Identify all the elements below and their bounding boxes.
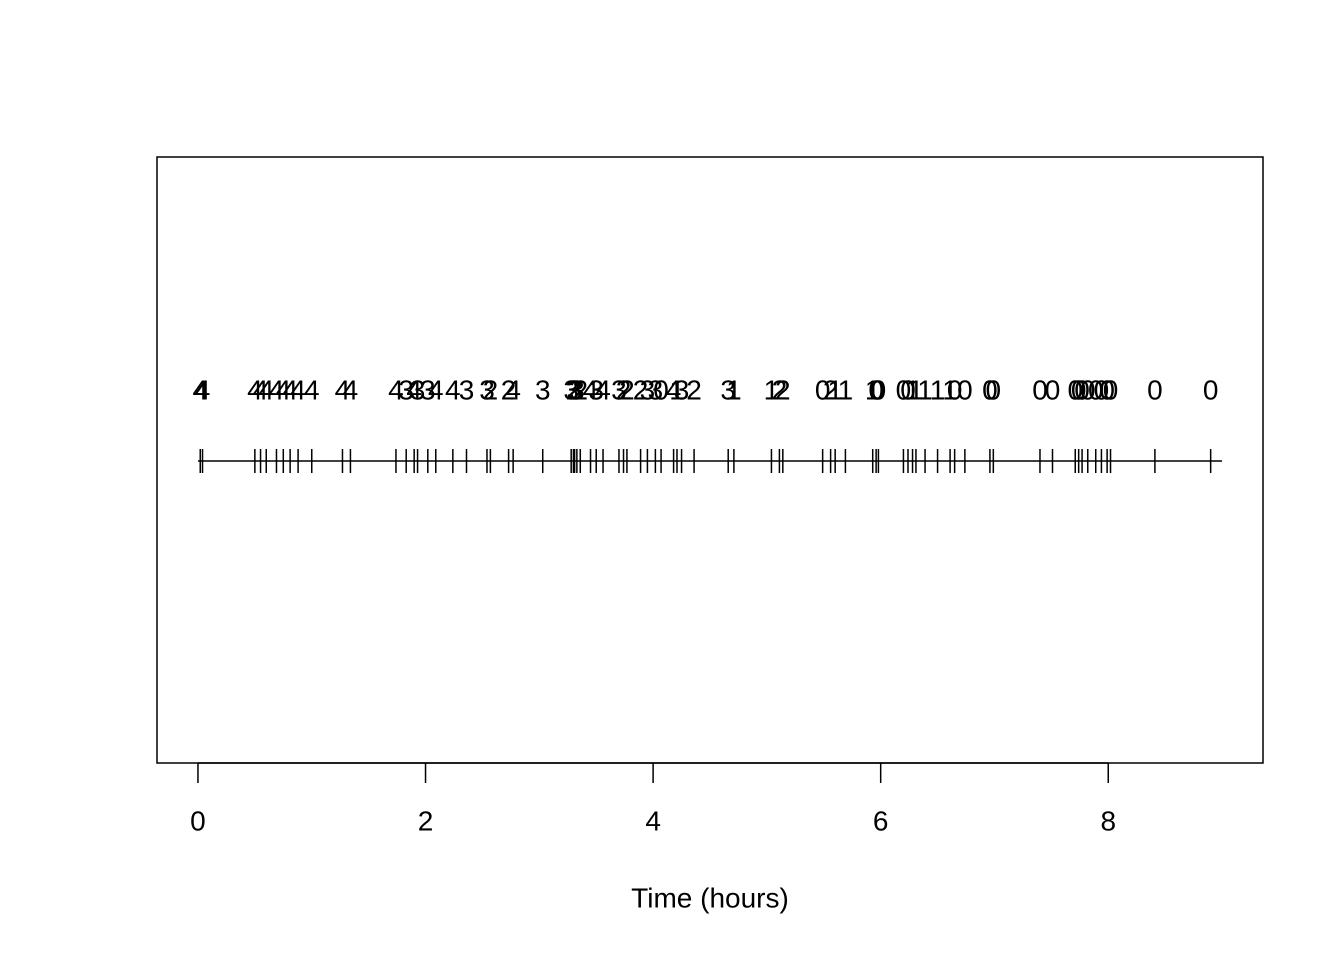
state-label: 4 xyxy=(192,374,208,405)
state-label: 3 xyxy=(674,374,690,405)
state-label: 4 xyxy=(505,374,521,405)
state-label: 2 xyxy=(572,374,588,405)
state-label: 0 xyxy=(1094,374,1110,405)
state-label: 0 xyxy=(1045,374,1061,405)
state-label: 0 xyxy=(1032,374,1048,405)
plot-frame xyxy=(156,156,1264,764)
state-label: 0 xyxy=(653,374,669,405)
state-label: 2 xyxy=(566,374,582,405)
state-label: 2 xyxy=(619,374,635,405)
state-label: 0 xyxy=(1147,374,1163,405)
state-label: 3 xyxy=(563,374,579,405)
x-axis-label: Time (hours) xyxy=(631,882,789,913)
state-label: 4 xyxy=(343,374,359,405)
state-label: 4 xyxy=(195,374,211,405)
state-label: 3 xyxy=(588,374,604,405)
state-label: 2 xyxy=(616,374,632,405)
state-label: 2 xyxy=(772,374,788,405)
state-label: 4 xyxy=(595,374,611,405)
state-label: 1 xyxy=(669,374,685,405)
state-label: 4 xyxy=(583,374,599,405)
state-label: 0 xyxy=(986,374,1002,405)
state-label: 4 xyxy=(290,374,306,405)
state-label: 4 xyxy=(388,374,404,405)
state-label: 1 xyxy=(942,374,958,405)
state-label: 4 xyxy=(247,374,263,405)
x-tick-label: 2 xyxy=(418,805,434,836)
state-label: 1 xyxy=(838,374,854,405)
state-label: 0 xyxy=(1067,374,1083,405)
state-label: 0 xyxy=(900,374,916,405)
state-label: 0 xyxy=(1071,374,1087,405)
state-label: 2 xyxy=(483,374,499,405)
state-label: 4 xyxy=(428,374,444,405)
state-label: 0 xyxy=(982,374,998,405)
state-label: 1 xyxy=(917,374,933,405)
state-label: 3 xyxy=(567,374,583,405)
state-label: 3 xyxy=(611,374,627,405)
state-label: 0 xyxy=(896,374,912,405)
state-label: 3 xyxy=(479,374,495,405)
state-label: 0 xyxy=(947,374,963,405)
state-label: 3 xyxy=(720,374,736,405)
state-label: 0 xyxy=(868,374,884,405)
state-label: 3 xyxy=(648,374,664,405)
state-label: 3 xyxy=(569,374,585,405)
x-tick-label: 6 xyxy=(873,805,889,836)
x-tick-label: 8 xyxy=(1100,805,1116,836)
state-label: 3 xyxy=(459,374,475,405)
state-label: 4 xyxy=(282,374,298,405)
state-label: 0 xyxy=(1103,374,1119,405)
state-label: 1 xyxy=(930,374,946,405)
state-label: 4 xyxy=(445,374,461,405)
state-label: 4 xyxy=(304,374,320,405)
state-label: 4 xyxy=(276,374,292,405)
state-label: 1 xyxy=(726,374,742,405)
state-label: 2 xyxy=(686,374,702,405)
state-label: 0 xyxy=(957,374,973,405)
state-label: 1 xyxy=(827,374,843,405)
state-label: 3 xyxy=(420,374,436,405)
x-tick-label: 0 xyxy=(190,805,206,836)
state-label: 3 xyxy=(640,374,656,405)
state-label: 4 xyxy=(253,374,269,405)
state-label: 0 xyxy=(1080,374,1096,405)
state-label: 2 xyxy=(501,374,517,405)
state-label: 1 xyxy=(764,374,780,405)
x-tick-label: 4 xyxy=(645,805,661,836)
state-label: 2 xyxy=(633,374,649,405)
state-label: 3 xyxy=(410,374,426,405)
state-label: 0 xyxy=(1088,374,1104,405)
state-label: 0 xyxy=(1074,374,1090,405)
state-label: 2 xyxy=(823,374,839,405)
state-label: 4 xyxy=(258,374,274,405)
state-label: 1 xyxy=(865,374,881,405)
state-label: 1 xyxy=(905,374,921,405)
state-label: 2 xyxy=(775,374,791,405)
state-label: 4 xyxy=(406,374,422,405)
state-label: 1 xyxy=(908,374,924,405)
state-label: 3 xyxy=(535,374,551,405)
state-label: 0 xyxy=(1099,374,1115,405)
state-label: 4 xyxy=(666,374,682,405)
state-label: 3 xyxy=(398,374,414,405)
state-label: 4 xyxy=(269,374,285,405)
state-label: 0 xyxy=(815,374,831,405)
state-label: 0 xyxy=(1203,374,1219,405)
state-label: 0 xyxy=(871,374,887,405)
state-label: 4 xyxy=(335,374,351,405)
